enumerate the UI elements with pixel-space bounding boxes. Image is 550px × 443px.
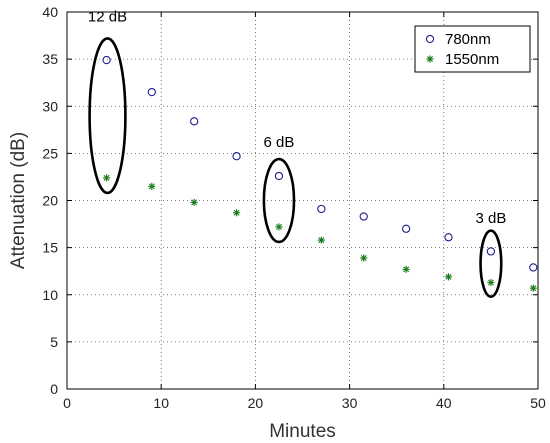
y-tick-label: 30 — [42, 98, 58, 114]
annotation-label: 12 dB — [88, 8, 127, 25]
data-point — [487, 278, 495, 287]
data-point — [275, 223, 283, 231]
axis-ticks: 0 10 20 30 40 50 0 5 10 15 20 25 30 35 40 — [42, 4, 546, 411]
data-point — [444, 233, 453, 242]
data-points — [102, 55, 538, 292]
data-point — [317, 204, 326, 214]
y-tick-label: 5 — [50, 334, 58, 350]
data-point — [102, 55, 111, 65]
data-point — [190, 198, 198, 206]
legend-marker — [426, 55, 434, 63]
legend: 780nm 1550nm — [414, 25, 531, 73]
legend-entry: 780nm — [445, 31, 491, 48]
y-tick-label: 10 — [42, 287, 58, 303]
annotation-ellipse — [479, 229, 503, 298]
data-point — [317, 236, 325, 244]
data-point — [102, 174, 111, 182]
data-point — [274, 171, 284, 181]
data-point — [147, 87, 156, 97]
x-tick-label: 10 — [153, 395, 169, 411]
data-point — [360, 254, 368, 262]
y-tick-label: 20 — [42, 193, 58, 209]
y-tick-label: 40 — [42, 4, 58, 20]
series-780nm — [102, 55, 538, 272]
legend-marker — [425, 34, 435, 44]
data-point — [402, 265, 410, 273]
x-tick-label: 30 — [342, 395, 358, 411]
data-point — [148, 182, 156, 190]
y-tick-label: 25 — [42, 145, 58, 161]
data-point — [232, 209, 241, 217]
data-point — [486, 247, 496, 256]
annotation-label: 3 dB — [475, 210, 506, 227]
series-1550nm — [102, 174, 537, 292]
annotations: 12 dB 6 dB 3 dB — [88, 8, 506, 298]
y-axis-label: Attenuation (dB) — [8, 132, 29, 269]
legend-box — [414, 25, 531, 73]
data-point — [190, 117, 199, 126]
data-point — [529, 284, 537, 292]
y-tick-label: 35 — [42, 51, 58, 67]
x-tick-label: 40 — [436, 395, 452, 411]
data-point — [232, 152, 241, 161]
annotation-ellipse — [262, 157, 296, 244]
y-tick-label: 0 — [50, 381, 58, 397]
x-tick-label: 50 — [530, 395, 546, 411]
y-tick-label: 15 — [42, 240, 58, 256]
data-point — [359, 212, 368, 221]
data-point — [444, 273, 453, 281]
x-tick-label: 20 — [248, 395, 264, 411]
legend-entry: 1550nm — [445, 51, 499, 68]
data-point — [529, 263, 538, 272]
data-point — [401, 224, 411, 233]
x-tick-label: 0 — [63, 395, 71, 411]
annotation-ellipse — [88, 37, 127, 195]
x-axis-label: Minutes — [269, 421, 336, 442]
annotation-label: 6 dB — [264, 134, 295, 151]
